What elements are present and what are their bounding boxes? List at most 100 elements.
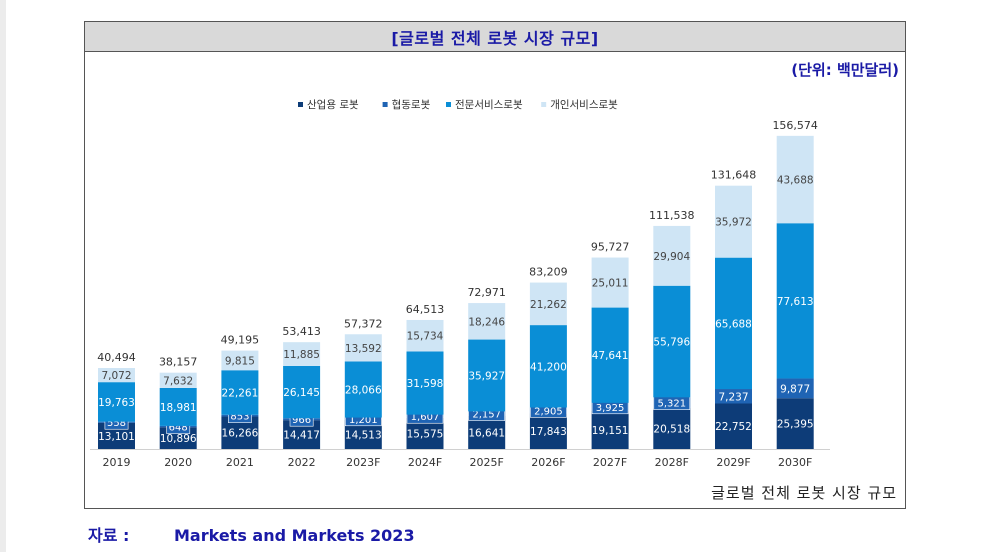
bar-segment (344, 361, 382, 418)
segment-value-label: 15,575 (407, 428, 444, 440)
segment-value-label: 7,237 (718, 391, 748, 403)
segment-value-label: 20,518 (653, 423, 690, 435)
total-value-label: 53,413 (282, 325, 321, 338)
total-value-label: 83,209 (529, 266, 568, 279)
legend-label: 협동로봇 (392, 98, 431, 111)
bar-segment (468, 339, 506, 412)
segment-value-label: 18,981 (160, 402, 197, 414)
total-value-label: 38,157 (159, 356, 198, 369)
segment-value-label: 25,395 (777, 419, 814, 431)
x-tick-label: 2023F (346, 456, 380, 469)
segment-value-label: 10,896 (160, 433, 197, 445)
segment-value-label: 13,101 (98, 431, 135, 443)
segment-value-label: 26,145 (283, 387, 320, 399)
segment-value-label: 19,763 (98, 397, 135, 409)
total-value-label: 156,574 (772, 119, 818, 132)
segment-value-label: 2,157 (472, 410, 501, 421)
segment-value-label: 16,266 (222, 428, 259, 440)
segment-value-label: 29,904 (653, 251, 690, 263)
bar-segment (653, 407, 691, 449)
segment-value-label: 7,072 (101, 370, 131, 382)
x-tick-label: 2021 (226, 456, 254, 469)
total-value-label: 95,727 (591, 241, 630, 254)
segment-value-label: 15,734 (407, 331, 444, 343)
segment-value-label: 41,200 (530, 361, 567, 373)
legend-swatch (541, 102, 547, 107)
x-tick-label: 2029F (716, 456, 750, 469)
bar-segment (159, 372, 197, 388)
segment-value-label: 853 (230, 412, 249, 423)
segment-value-label: 5,321 (657, 399, 686, 410)
bar-segment (221, 350, 259, 371)
bar-segment (653, 285, 691, 398)
segment-value-label: 28,066 (345, 385, 382, 397)
segment-value-label: 9,815 (225, 355, 255, 367)
segment-value-label: 35,927 (468, 370, 505, 382)
segment-value-label: 21,262 (530, 299, 567, 311)
bar-segment (715, 403, 752, 449)
segment-value-label: 3,925 (596, 403, 625, 414)
segment-value-label: 11,885 (283, 349, 320, 361)
bar-segment (283, 365, 321, 419)
legend-swatch (298, 102, 303, 107)
segment-value-label: 17,843 (530, 426, 567, 438)
bar-segment (159, 387, 197, 426)
segment-value-label: 25,011 (592, 278, 629, 290)
total-value-label: 64,513 (406, 303, 445, 316)
bar-segment (715, 257, 752, 390)
segment-value-label: 65,688 (715, 318, 752, 330)
x-tick-label: 2020 (164, 456, 192, 469)
segment-value-label: 14,417 (283, 430, 320, 442)
title-bar: [글로벌 전체 로봇 시장 규모] (85, 22, 905, 52)
segment-value-label: 55,796 (653, 337, 690, 349)
left-edge-strip (0, 0, 6, 552)
bar-segment (221, 370, 259, 415)
legend-swatch (382, 102, 388, 107)
source-value: Markets and Markets 2023 (174, 526, 415, 545)
x-tick-label: 2024F (408, 456, 442, 469)
segment-value-label: 558 (107, 418, 126, 429)
x-tick-label: 2019 (103, 456, 131, 469)
legend-label: 전문서비스로봇 (455, 99, 523, 111)
bar-segment (715, 389, 752, 404)
bar-segment (529, 413, 567, 449)
chart-title: [글로벌 전체 로봇 시장 규모] (391, 28, 599, 48)
bar-segment (653, 225, 691, 286)
bar-segment (468, 303, 506, 340)
x-tick-label: 2026F (531, 456, 565, 469)
segment-value-label: 14,513 (345, 429, 382, 441)
total-value-label: 131,648 (711, 169, 757, 182)
source-line: 자료 : Markets and Markets 2023 (88, 522, 415, 546)
bar-segment (591, 257, 629, 308)
segment-value-label: 77,613 (777, 296, 814, 308)
bar-segment (715, 185, 752, 258)
legend-swatch (446, 102, 451, 107)
segment-value-label: 2,905 (534, 406, 563, 417)
bar-segment (283, 342, 321, 366)
segment-value-label: 31,598 (407, 378, 444, 390)
bar-segment (776, 398, 814, 449)
bar-segment (344, 334, 382, 362)
segment-value-label: 35,972 (715, 217, 752, 229)
x-tick-label: 2028F (655, 456, 689, 469)
total-value-label: 57,372 (344, 317, 383, 330)
bar-segment (98, 382, 135, 422)
total-value-label: 49,195 (221, 334, 260, 347)
x-tick-label: 2027F (593, 456, 627, 469)
chart-caption: 글로벌 전체 로봇 시장 규모 (711, 484, 897, 502)
segment-value-label: 16,641 (468, 427, 505, 439)
bar-segment (468, 415, 506, 449)
segment-value-label: 43,688 (777, 175, 814, 187)
unit-label: (단위: 백만달러) (791, 61, 899, 79)
segment-value-label: 18,246 (468, 316, 505, 328)
bar-segment (776, 135, 814, 224)
x-tick-label: 2022 (288, 456, 316, 469)
bar-segment (776, 378, 814, 399)
total-value-label: 72,971 (467, 286, 506, 299)
total-value-label: 111,538 (649, 209, 695, 222)
segment-value-label: 22,752 (715, 421, 752, 433)
bar-segment (591, 307, 629, 403)
legend-label: 개인서비스로봇 (550, 99, 618, 111)
bar-segment (406, 351, 444, 415)
